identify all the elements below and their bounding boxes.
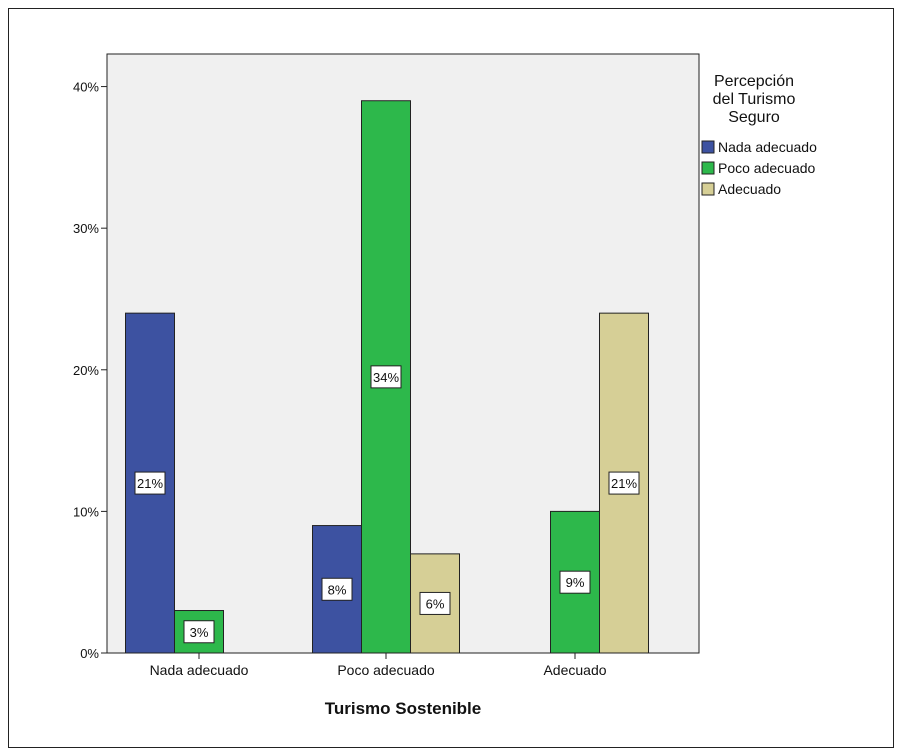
data-label: 6% (426, 596, 445, 611)
x-axis-title: Turismo Sostenible (325, 699, 482, 718)
data-label-box (608, 471, 640, 495)
x-tick-label: Adecuado (543, 662, 606, 678)
y-tick-label: 20% (73, 363, 99, 378)
data-label: 34% (373, 370, 399, 385)
x-tick-label: Poco adecuado (337, 662, 435, 678)
data-label: 21% (137, 476, 163, 491)
legend-label: Poco adecuado (718, 160, 816, 176)
legend-label: Adecuado (718, 181, 781, 197)
data-labels: 21% 3% 8% 34% 6% 9% 21% (134, 365, 640, 644)
x-tick-label: Nada adecuado (150, 662, 249, 678)
legend-swatch (701, 182, 715, 196)
legend-label: Nada adecuado (718, 139, 817, 155)
legend-swatch (701, 161, 715, 175)
data-label-box (134, 471, 166, 495)
legend-title: Percepción (714, 73, 794, 90)
bars (125, 100, 649, 654)
data-label: 8% (328, 582, 347, 597)
legend-title: del Turismo (713, 91, 796, 108)
y-tick-label: 30% (73, 221, 99, 236)
data-label-box (419, 591, 451, 615)
data-label-box (559, 570, 591, 594)
data-label: 21% (611, 476, 637, 491)
data-label-box (183, 620, 215, 644)
legend-swatch (701, 140, 715, 154)
data-label: 3% (190, 625, 209, 640)
axes: 0% 10% 20% 30% 40% Nada adecuado Poco adecuado… (73, 80, 607, 678)
bar (550, 510, 600, 654)
bar-chart: 0% 10% 20% 30% 40% Nada adecuado Poco adecuado… (73, 53, 817, 718)
y-tick-label: 40% (73, 80, 99, 95)
y-tick-label: 0% (80, 646, 99, 661)
chart-frame: 0% 10% 20% 30% 40% Nada adecuado Poco adecuado… (8, 8, 894, 748)
y-tick-label: 10% (73, 504, 99, 519)
legend-title: Seguro (728, 109, 780, 126)
data-label: 9% (566, 575, 585, 590)
data-label-box (321, 577, 353, 601)
data-label-box (370, 365, 402, 389)
